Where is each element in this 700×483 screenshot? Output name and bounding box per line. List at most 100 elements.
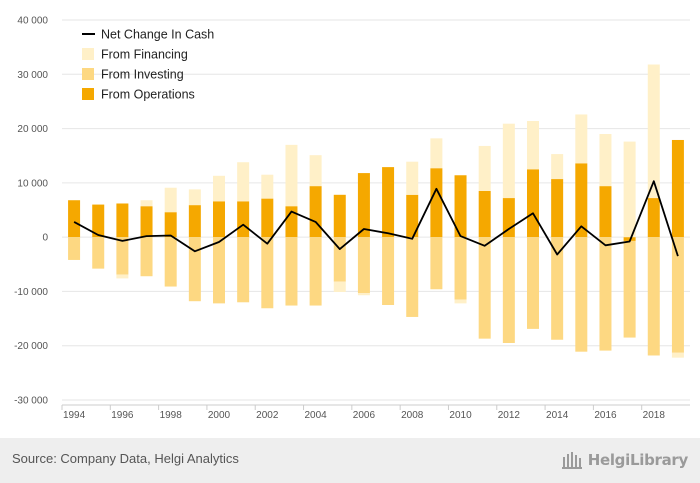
bar-from-financing — [309, 155, 322, 187]
legend-swatch-from-investing — [82, 68, 94, 80]
bar-from-operations — [333, 194, 346, 238]
bar-from-investing — [309, 237, 322, 306]
bar-from-investing — [599, 237, 612, 351]
y-tick-label: 40 000 — [17, 16, 48, 27]
x-tick-label: 2016 — [594, 410, 617, 421]
bar-from-operations — [671, 139, 684, 238]
bar-from-financing — [237, 162, 250, 202]
x-tick-label: 2000 — [208, 410, 231, 421]
bar-from-operations — [382, 167, 395, 238]
bar-from-financing — [671, 352, 684, 358]
bar-from-investing — [382, 237, 395, 305]
bar-from-financing — [333, 281, 346, 292]
bar-from-investing — [551, 237, 564, 340]
brand-logo: HelgiLibrary — [561, 448, 688, 472]
bar-from-investing — [671, 237, 684, 353]
bar-from-financing — [164, 187, 177, 213]
bar-from-operations — [309, 186, 322, 238]
axis-layer: -30 000 -20 000 -10 000 0 10 000 20 000 30 000… — [14, 16, 690, 421]
bar-from-investing — [285, 237, 298, 306]
bar-from-operations — [164, 212, 177, 238]
bar-from-operations — [575, 163, 588, 238]
bar-from-investing — [406, 237, 419, 317]
cash-flow-chart: -30 000 -20 000 -10 000 0 10 000 20 000 30 000… — [14, 16, 690, 421]
bars-layer — [68, 64, 684, 358]
bar-from-investing — [164, 237, 177, 287]
chart-area: -30 000 -20 000 -10 000 0 10 000 20 000 30 000… — [14, 16, 690, 421]
bar-from-investing — [92, 237, 105, 269]
bar-from-operations — [261, 198, 274, 238]
x-tick-label: 1994 — [63, 410, 86, 421]
bar-from-operations — [116, 203, 129, 238]
bar-from-financing — [406, 161, 419, 195]
bar-from-financing — [575, 114, 588, 164]
bar-from-operations — [623, 237, 636, 241]
bar-from-investing — [478, 237, 491, 339]
bar-from-operations — [213, 201, 225, 238]
legend-swatch-from-financing — [82, 48, 94, 60]
brand-name: HelgiLibrary — [587, 451, 689, 469]
bar-from-financing — [357, 293, 370, 296]
bar-from-investing — [357, 237, 370, 294]
bar-from-operations — [357, 173, 370, 238]
bar-from-investing — [237, 237, 250, 303]
bar-from-financing — [527, 120, 539, 170]
bar-from-operations — [647, 198, 660, 238]
bar-from-financing — [116, 274, 129, 279]
y-tick-label: 10 000 — [17, 178, 48, 189]
bar-from-financing — [285, 144, 298, 207]
bar-from-financing — [623, 141, 636, 238]
bar-from-investing — [454, 237, 467, 300]
legend: Net Change In Cash From Financing From Inv… — [82, 28, 214, 102]
legend-label: From Financing — [101, 48, 188, 62]
bar-from-financing — [213, 175, 225, 202]
bar-from-operations — [237, 201, 250, 238]
bar-from-operations — [140, 206, 153, 238]
bar-from-operations — [68, 200, 81, 238]
library-icon — [561, 452, 582, 469]
bar-from-financing — [599, 134, 612, 187]
x-tick-label: 2006 — [353, 410, 376, 421]
bar-from-investing — [527, 237, 539, 329]
bar-from-operations — [478, 191, 491, 238]
bar-from-financing — [188, 189, 201, 206]
legend-label: Net Change In Cash — [101, 28, 214, 42]
bar-from-financing — [478, 145, 491, 191]
y-tick-label: 0 — [42, 233, 48, 244]
bar-from-operations — [92, 204, 105, 238]
y-tick-label: 30 000 — [17, 70, 48, 81]
bar-from-investing — [647, 237, 660, 356]
source-note: Source: Company Data, Helgi Analytics — [12, 451, 239, 466]
bar-from-investing — [502, 237, 515, 343]
bar-from-investing — [575, 237, 588, 352]
bar-from-investing — [116, 237, 129, 275]
bar-from-operations — [551, 179, 564, 238]
bar-from-investing — [140, 237, 153, 277]
legend-label: From Investing — [101, 68, 184, 82]
bar-from-investing — [213, 237, 225, 304]
y-tick-label: -10 000 — [14, 287, 48, 298]
y-tick-label: 20 000 — [17, 124, 48, 135]
x-tick-label: 2010 — [449, 410, 472, 421]
bar-from-financing — [261, 174, 274, 199]
x-tick-label: 2018 — [643, 410, 666, 421]
legend-swatch-from-operations — [82, 88, 94, 100]
bar-from-investing — [68, 237, 81, 260]
y-tick-label: -30 000 — [14, 396, 48, 407]
x-tick-label: 2004 — [304, 410, 327, 421]
bar-from-operations — [599, 186, 612, 238]
footer: Source: Company Data, Helgi Analytics He… — [0, 438, 700, 483]
bar-from-financing — [551, 154, 564, 180]
bar-from-investing — [333, 237, 346, 282]
x-tick-label: 2012 — [498, 410, 521, 421]
line-layer — [73, 180, 679, 257]
bar-from-investing — [188, 237, 201, 302]
bar-from-financing — [140, 200, 153, 207]
bar-from-financing — [454, 299, 467, 304]
x-tick-label: 1996 — [111, 410, 134, 421]
legend-label: From Operations — [101, 88, 195, 102]
bar-from-operations — [406, 194, 419, 238]
x-tick-label: 2008 — [401, 410, 424, 421]
bar-from-investing — [430, 237, 443, 290]
net-change-line — [73, 180, 679, 257]
